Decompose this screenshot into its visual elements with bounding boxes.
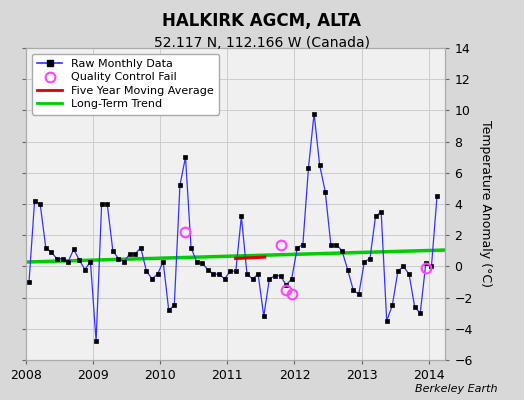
Text: HALKIRK AGCM, ALTA: HALKIRK AGCM, ALTA [162, 12, 362, 30]
Text: Berkeley Earth: Berkeley Earth [416, 384, 498, 394]
Legend: Raw Monthly Data, Quality Control Fail, Five Year Moving Average, Long-Term Tren: Raw Monthly Data, Quality Control Fail, … [32, 54, 219, 115]
Text: 52.117 N, 112.166 W (Canada): 52.117 N, 112.166 W (Canada) [154, 36, 370, 50]
Y-axis label: Temperature Anomaly (°C): Temperature Anomaly (°C) [479, 120, 492, 288]
